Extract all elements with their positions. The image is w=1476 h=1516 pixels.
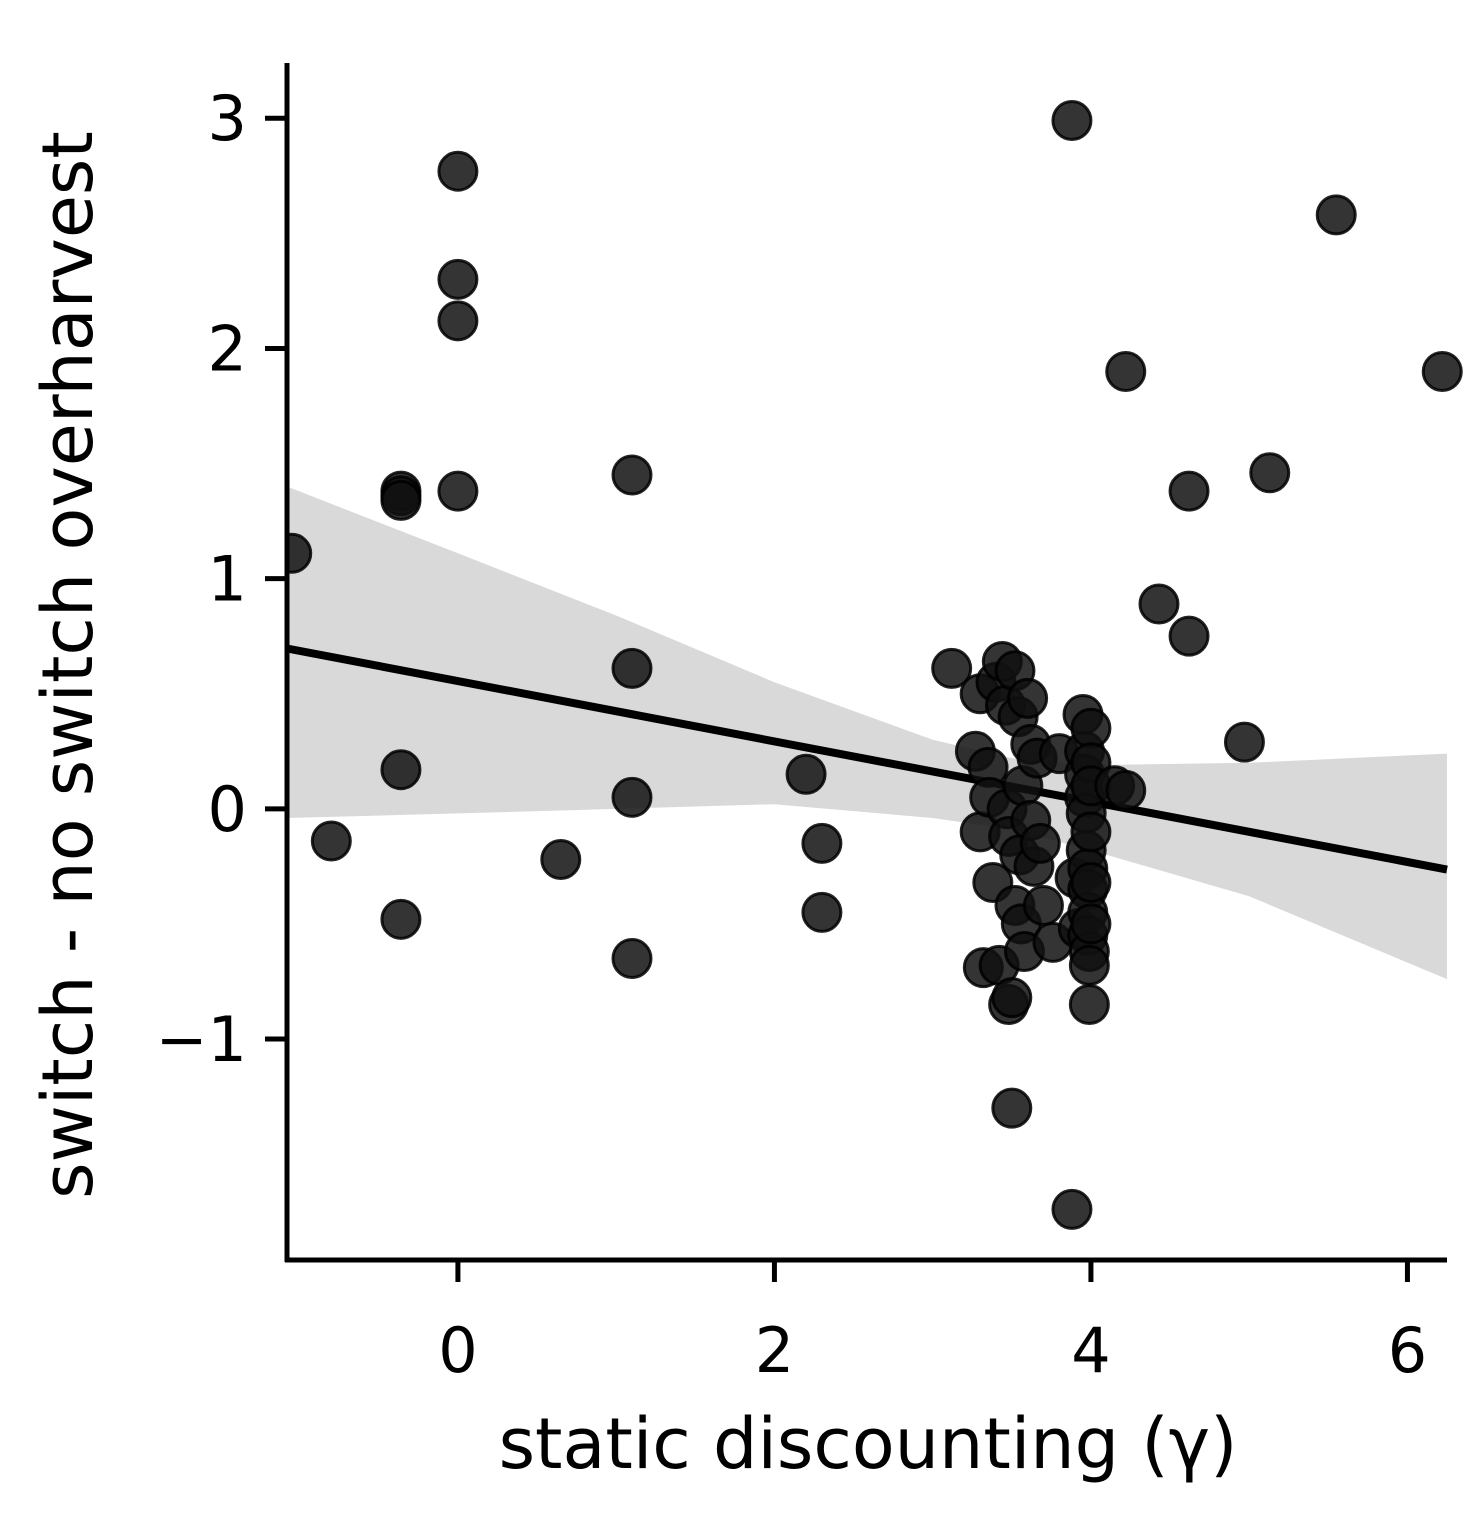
data-point <box>1105 350 1147 392</box>
data-point <box>801 891 843 933</box>
data-point <box>540 838 582 880</box>
y-tick-label: −1 <box>156 1003 247 1076</box>
data-point <box>611 647 653 689</box>
y-tick-label: 1 <box>208 543 247 616</box>
data-point <box>1070 811 1112 853</box>
data-point <box>1070 861 1112 903</box>
data-point <box>1168 615 1210 657</box>
data-point <box>1223 721 1265 763</box>
data-point <box>611 776 653 818</box>
data-point <box>1105 769 1147 811</box>
regression-line-layer <box>286 644 1448 874</box>
data-point <box>1051 1188 1093 1230</box>
data-point <box>1070 903 1112 945</box>
data-point <box>1070 707 1112 749</box>
data-point <box>1421 350 1463 392</box>
data-point <box>437 258 479 300</box>
data-point <box>801 822 843 864</box>
data-point <box>437 300 479 342</box>
data-point <box>310 820 352 862</box>
x-tick-label: 4 <box>1071 1314 1110 1387</box>
x-axis-label: static discounting (γ) <box>499 1403 1238 1485</box>
data-point <box>991 977 1033 1019</box>
data-point <box>931 647 973 689</box>
data-point <box>437 470 479 512</box>
x-tick-label: 0 <box>438 1314 477 1387</box>
data-point <box>380 749 422 791</box>
data-point <box>1138 583 1180 625</box>
data-point <box>1022 885 1064 927</box>
data-point <box>611 454 653 496</box>
data-point <box>1315 194 1357 236</box>
data-point <box>785 753 827 795</box>
regression-line <box>286 644 1448 874</box>
y-tick-label: 3 <box>208 82 247 155</box>
data-point <box>611 937 653 979</box>
confidence-band-layer <box>287 486 1447 980</box>
data-point <box>991 1087 1033 1129</box>
axes-layer: 0 2 4 6 −1 0 1 2 3 <box>156 63 1447 1387</box>
data-point <box>1249 452 1291 494</box>
data-point <box>437 150 479 192</box>
data-point <box>287 532 313 574</box>
data-point <box>1051 100 1093 142</box>
x-tick-label: 6 <box>1388 1314 1427 1387</box>
x-tick-label: 2 <box>755 1314 794 1387</box>
confidence-band <box>287 486 1447 980</box>
data-point <box>1068 983 1110 1025</box>
data-point <box>1019 822 1061 864</box>
data-point <box>1168 470 1210 512</box>
data-point <box>380 479 422 521</box>
data-point <box>380 898 422 940</box>
data-point <box>1068 944 1110 986</box>
data-point <box>1007 677 1049 719</box>
y-axis-label: switch - no switch overharvest <box>27 131 109 1199</box>
data-points-layer <box>287 100 1463 1230</box>
y-tick-label: 0 <box>208 773 247 846</box>
y-tick-label: 2 <box>208 312 247 385</box>
